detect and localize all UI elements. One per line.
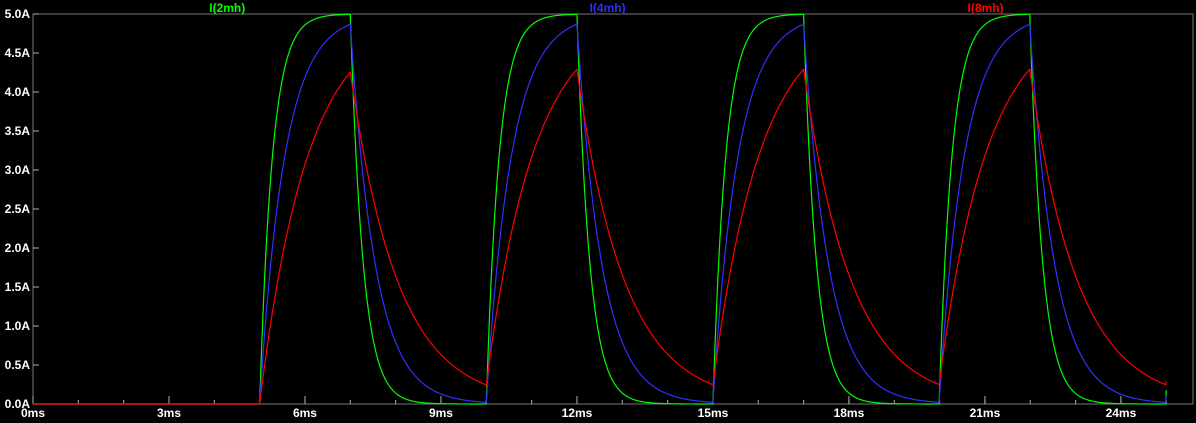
x-axis-tick-label: 18ms (834, 406, 865, 420)
trace-legend-i2mh[interactable]: I(2mh) (209, 1, 246, 15)
y-axis-tick-label: 0.5A (5, 358, 31, 372)
y-axis-tick-label: 2.0A (5, 241, 31, 255)
y-axis-tick-label: 0.0A (5, 397, 31, 411)
y-axis-tick-label: 3.5A (5, 124, 31, 138)
trace-i8mh[interactable] (32, 68, 1167, 405)
y-axis-tick-label: 5.0A (5, 7, 31, 21)
x-axis-tick-label: 6ms (293, 406, 317, 420)
y-axis-tick-label: 2.5A (5, 202, 31, 216)
y-axis-tick-label: 1.5A (5, 280, 31, 294)
y-axis-tick-label: 3.0A (5, 163, 31, 177)
y-axis-tick-label: 1.0A (5, 319, 31, 333)
x-axis-tick-label: 15ms (698, 406, 729, 420)
trace-legend-i4mh[interactable]: I(4mh) (589, 1, 626, 15)
trace-legend-i8mh[interactable]: I(8mh) (967, 1, 1004, 15)
x-axis-tick-label: 3ms (157, 406, 181, 420)
y-axis-tick-label: 4.5A (5, 46, 31, 60)
x-axis-tick-label: 12ms (562, 406, 593, 420)
trace-i2mh[interactable] (32, 13, 1167, 405)
y-axis-tick-label: 4.0A (5, 85, 31, 99)
plot-border (32, 13, 1194, 405)
trace-i4mh[interactable] (32, 23, 1167, 405)
x-axis-tick-label: 9ms (429, 406, 453, 420)
x-axis-tick-label: 24ms (1106, 406, 1137, 420)
x-axis-tick-label: 21ms (970, 406, 1001, 420)
x-axis-tick-label: 0ms (21, 406, 45, 420)
